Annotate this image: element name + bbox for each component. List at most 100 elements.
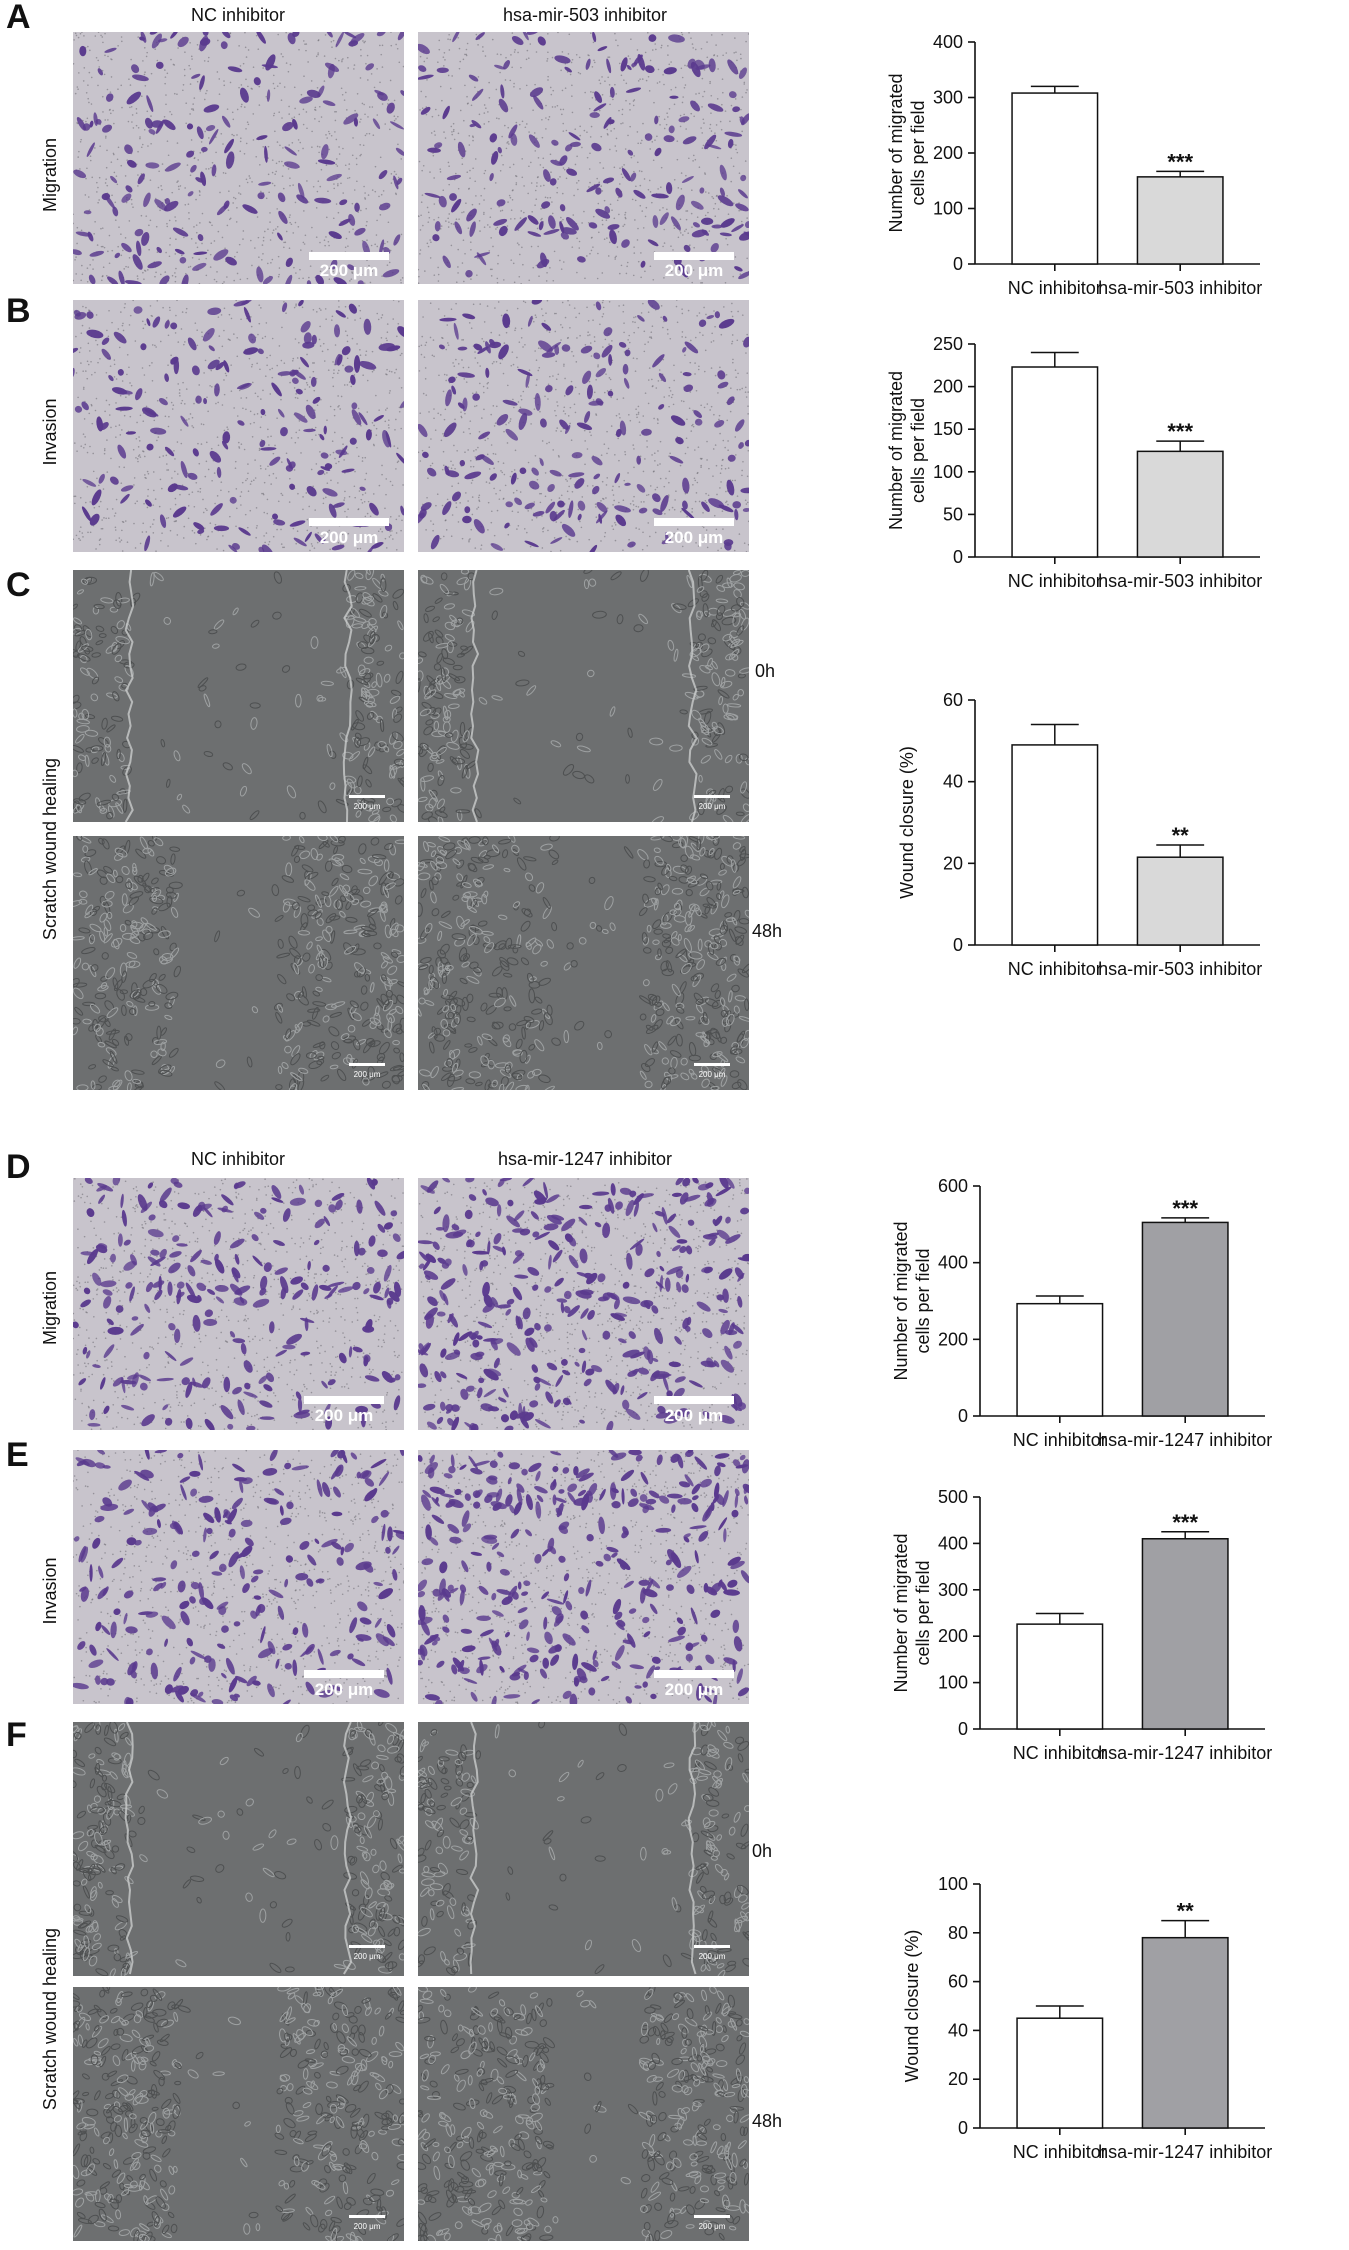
bar [1136,856,1224,946]
x-tick-label: NC inhibitor [1008,959,1102,979]
scale-label: 200 μm [698,1070,726,1079]
y-tick-label: 60 [943,690,963,710]
y-tick-label: 400 [938,1533,968,1553]
y-tick-label: 500 [938,1487,968,1507]
scale-label: 200 μm [314,1406,374,1425]
time-label-48h: 48h [752,921,783,941]
panel-letter-f: F [6,1716,27,1754]
panel-letter-c: C [6,566,31,604]
column-header-nc: NC inhibitor [190,5,286,25]
scale-bar [309,518,389,526]
panel-letter-b: B [6,292,31,330]
bar [1011,744,1099,946]
column-header-treatment: hsa-mir-1247 inhibitor [497,1149,673,1169]
micrograph-d-nc [73,1178,404,1430]
y-axis-label: Wound closure (%) [897,746,917,899]
column-header-treatment: hsa-mir-503 inhibitor [502,5,668,25]
scale-label: 200 μm [314,1680,374,1699]
scale-bar [654,1396,734,1404]
scale-bar [694,1945,730,1948]
y-axis-label: Number of migrated [891,1221,911,1380]
micrograph-e-treatment [418,1450,749,1704]
bar [1141,1221,1229,1417]
micrograph-f-nc-0h [73,1722,404,1976]
scale-label: 200 μm [353,1952,381,1961]
scale-bar [349,2215,385,2218]
significance-label: *** [1167,419,1193,444]
y-tick-label: 50 [943,504,963,524]
y-axis-label: Number of migrated [891,1533,911,1692]
micrograph-b-treatment [418,300,749,552]
micrograph-a-treatment [418,32,749,284]
micrograph-a-nc [73,32,404,284]
bar [1011,366,1099,558]
scale-label: 200 μm [698,1952,726,1961]
y-tick-label: 400 [933,32,963,52]
panel-letter-e: E [6,1436,29,1474]
x-tick-label: NC inhibitor [1013,1430,1107,1450]
bar [1136,176,1224,265]
bar [1136,450,1224,558]
micrograph-c-treatment-0h [418,570,749,822]
row-label-scratch: Scratch wound healing [40,1927,60,2111]
y-tick-label: 0 [958,1719,968,1739]
y-tick-label: 0 [953,935,963,955]
y-tick-label: 600 [938,1176,968,1196]
panel-letter-d: D [6,1148,31,1186]
row-label-invasion: Invasion [40,1557,60,1625]
scale-bar [349,1945,385,1948]
scale-label: 200 μm [664,1406,724,1425]
significance-label: ** [1177,1899,1195,1924]
y-tick-label: 100 [933,199,963,219]
y-tick-label: 150 [933,419,963,439]
y-axis-label: cells per field [908,398,928,503]
x-tick-label: hsa-mir-1247 inhibitor [1098,1430,1272,1450]
y-axis-label: Wound closure (%) [902,1930,922,2083]
y-axis-label: Number of migrated [886,73,906,232]
scale-bar [694,1063,730,1066]
scale-label: 200 μm [319,528,379,547]
scale-bar [654,518,734,526]
y-tick-label: 250 [933,334,963,354]
scale-label: 200 μm [353,802,381,811]
x-tick-label: hsa-mir-503 inhibitor [1098,571,1262,591]
y-axis-label: cells per field [908,100,928,205]
micrograph-b-nc [73,300,404,552]
y-tick-label: 200 [933,377,963,397]
scale-bar [304,1670,384,1678]
y-axis-label: Number of migrated [886,371,906,530]
row-label-migration: Migration [40,137,60,213]
y-tick-label: 40 [948,2020,968,2040]
y-tick-label: 60 [948,1972,968,1992]
x-tick-label: NC inhibitor [1008,571,1102,591]
bar [1141,1538,1229,1730]
y-axis-label: cells per field [913,1248,933,1353]
x-tick-label: hsa-mir-503 inhibitor [1098,278,1262,298]
time-label-0h: 0h [752,1841,773,1861]
significance-label: *** [1167,149,1193,174]
y-tick-label: 200 [933,143,963,163]
significance-label: ** [1172,823,1190,848]
micrograph-c-nc-48h [73,836,404,1090]
scale-bar [694,2215,730,2218]
x-tick-label: NC inhibitor [1013,1743,1107,1763]
scale-bar [309,252,389,260]
panel-letter-a: A [6,0,31,36]
scale-label: 200 μm [353,1070,381,1079]
x-tick-label: hsa-mir-1247 inhibitor [1098,2142,1272,2162]
scale-bar [654,1670,734,1678]
y-axis-label: cells per field [913,1560,933,1665]
time-label-48h: 48h [752,2111,783,2131]
micrograph-c-treatment-48h [418,836,749,1090]
column-header-nc: NC inhibitor [190,1149,286,1169]
time-label-0h: 0h [755,661,776,681]
row-label-migration: Migration [40,1270,60,1346]
scale-label: 200 μm [353,2222,381,2231]
y-tick-label: 0 [958,1406,968,1426]
y-tick-label: 400 [938,1253,968,1273]
y-tick-label: 100 [938,1874,968,1894]
micrograph-d-treatment [418,1178,749,1430]
bar [1016,1302,1104,1417]
x-tick-label: NC inhibitor [1008,278,1102,298]
x-tick-label: hsa-mir-1247 inhibitor [1098,1743,1272,1763]
